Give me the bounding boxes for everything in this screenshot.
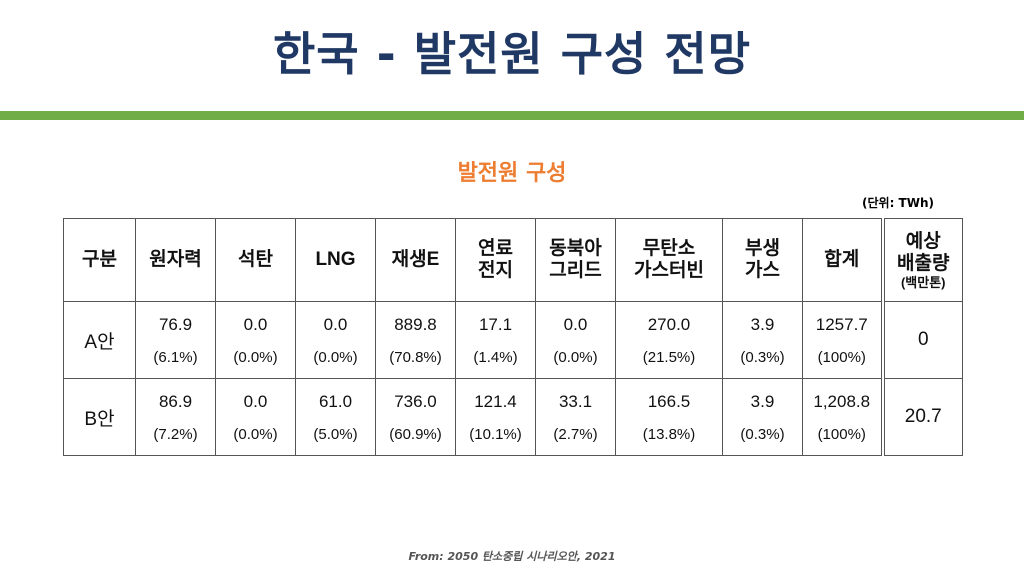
value-cell: 61.0 (5.0%) (295, 378, 376, 456)
value-cell: 0.0 (0.0%) (535, 301, 616, 379)
share: (0.0%) (233, 425, 278, 443)
table-row: B안 86.9 (7.2%) 0.0 (0.0%) 61.0 (5.0%) 736.0 (60.… (63, 378, 963, 456)
generation-mix-table: 구분 원자력 석탄 LNG 재생E 연료 전지 동북아 그리드 무탄소 가스터빈 부생 가스 합계 예상 배출… (63, 218, 963, 456)
column-header: 무탄소 가스터빈 (615, 218, 723, 302)
emission-cell: 0 (881, 301, 963, 379)
value: 86.9 (158, 391, 193, 411)
page-title: 한국 - 발전원 구성 전망 (272, 27, 752, 81)
value: 0.0 (563, 314, 588, 334)
value: 61.0 (318, 391, 353, 411)
value: 1,208.8 (813, 391, 871, 411)
column-header: 석탄 (215, 218, 296, 302)
value-cell: 121.4 (10.1%) (455, 378, 536, 456)
share: (10.1%) (469, 425, 522, 443)
value: 76.9 (158, 314, 193, 334)
share: (0.0%) (553, 348, 598, 366)
column-header: 예상 배출량 (백만톤) (881, 218, 963, 302)
column-header: 구분 (63, 218, 136, 302)
row-label: B안 (63, 378, 136, 456)
value: 0.0 (243, 391, 268, 411)
value: 0.0 (323, 314, 348, 334)
share: (100%) (817, 425, 866, 443)
value-cell: 0.0 (0.0%) (215, 301, 296, 379)
share: (0.3%) (740, 425, 785, 443)
value-cell: 86.9 (7.2%) (135, 378, 216, 456)
value-cell: 33.1 (2.7%) (535, 378, 616, 456)
value-cell: 1257.7 (100%) (802, 301, 885, 379)
value: 0.0 (243, 314, 268, 334)
emission-unit: (백만톤) (900, 274, 946, 290)
share: (0.3%) (740, 348, 785, 366)
value-cell: 889.8 (70.8%) (375, 301, 456, 379)
table-row: A안 76.9 (6.1%) 0.0 (0.0%) 0.0 (0.0%) 889.8 (70.8… (63, 301, 963, 379)
share: (100%) (817, 348, 866, 366)
column-header: 재생E (375, 218, 456, 302)
divider-bar (0, 111, 1024, 120)
header-row: 구분 원자력 석탄 LNG 재생E 연료 전지 동북아 그리드 무탄소 가스터빈 부생 가스 합계 예상 배출… (63, 218, 963, 302)
value-cell: 17.1 (1.4%) (455, 301, 536, 379)
column-header: 연료 전지 (455, 218, 536, 302)
row-label: A안 (63, 301, 136, 379)
column-header: 동북아 그리드 (535, 218, 616, 302)
share: (5.0%) (313, 425, 358, 443)
table-title: 발전원 구성 (457, 161, 567, 186)
value-cell: 166.5 (13.8%) (615, 378, 723, 456)
share: (21.5%) (642, 348, 696, 366)
value-cell: 0.0 (0.0%) (295, 301, 376, 379)
value-cell: 3.9 (0.3%) (722, 378, 803, 456)
share: (6.1%) (153, 348, 198, 366)
value: 121.4 (474, 391, 517, 411)
value-cell: 736.0 (60.9%) (375, 378, 456, 456)
value: 3.9 (750, 314, 775, 334)
column-header: 합계 (802, 218, 885, 302)
value: 33.1 (558, 391, 593, 411)
share: (60.9%) (389, 425, 442, 443)
unit-label: (단위: TWh) (862, 196, 934, 210)
value-cell: 76.9 (6.1%) (135, 301, 216, 379)
share: (7.2%) (153, 425, 198, 443)
share: (0.0%) (233, 348, 278, 366)
value: 166.5 (647, 391, 691, 411)
source-note: From: 2050 탄소중립 시나리오안, 2021 (408, 550, 616, 563)
share: (13.8%) (642, 425, 696, 443)
value: 270.0 (647, 314, 691, 334)
value: 736.0 (394, 391, 437, 411)
share: (0.0%) (313, 348, 358, 366)
value: 3.9 (750, 391, 775, 411)
value: 17.1 (478, 314, 513, 334)
share: (2.7%) (553, 425, 598, 443)
value-cell: 3.9 (0.3%) (722, 301, 803, 379)
column-header: LNG (295, 218, 376, 302)
value-cell: 0.0 (0.0%) (215, 378, 296, 456)
share: (70.8%) (389, 348, 442, 366)
column-header: 원자력 (135, 218, 216, 302)
value-cell: 1,208.8 (100%) (802, 378, 885, 456)
value-cell: 270.0 (21.5%) (615, 301, 723, 379)
value: 1257.7 (815, 314, 868, 334)
value: 889.8 (394, 314, 437, 334)
emission-cell: 20.7 (881, 378, 963, 456)
share: (1.4%) (473, 348, 518, 366)
column-header: 부생 가스 (722, 218, 803, 302)
